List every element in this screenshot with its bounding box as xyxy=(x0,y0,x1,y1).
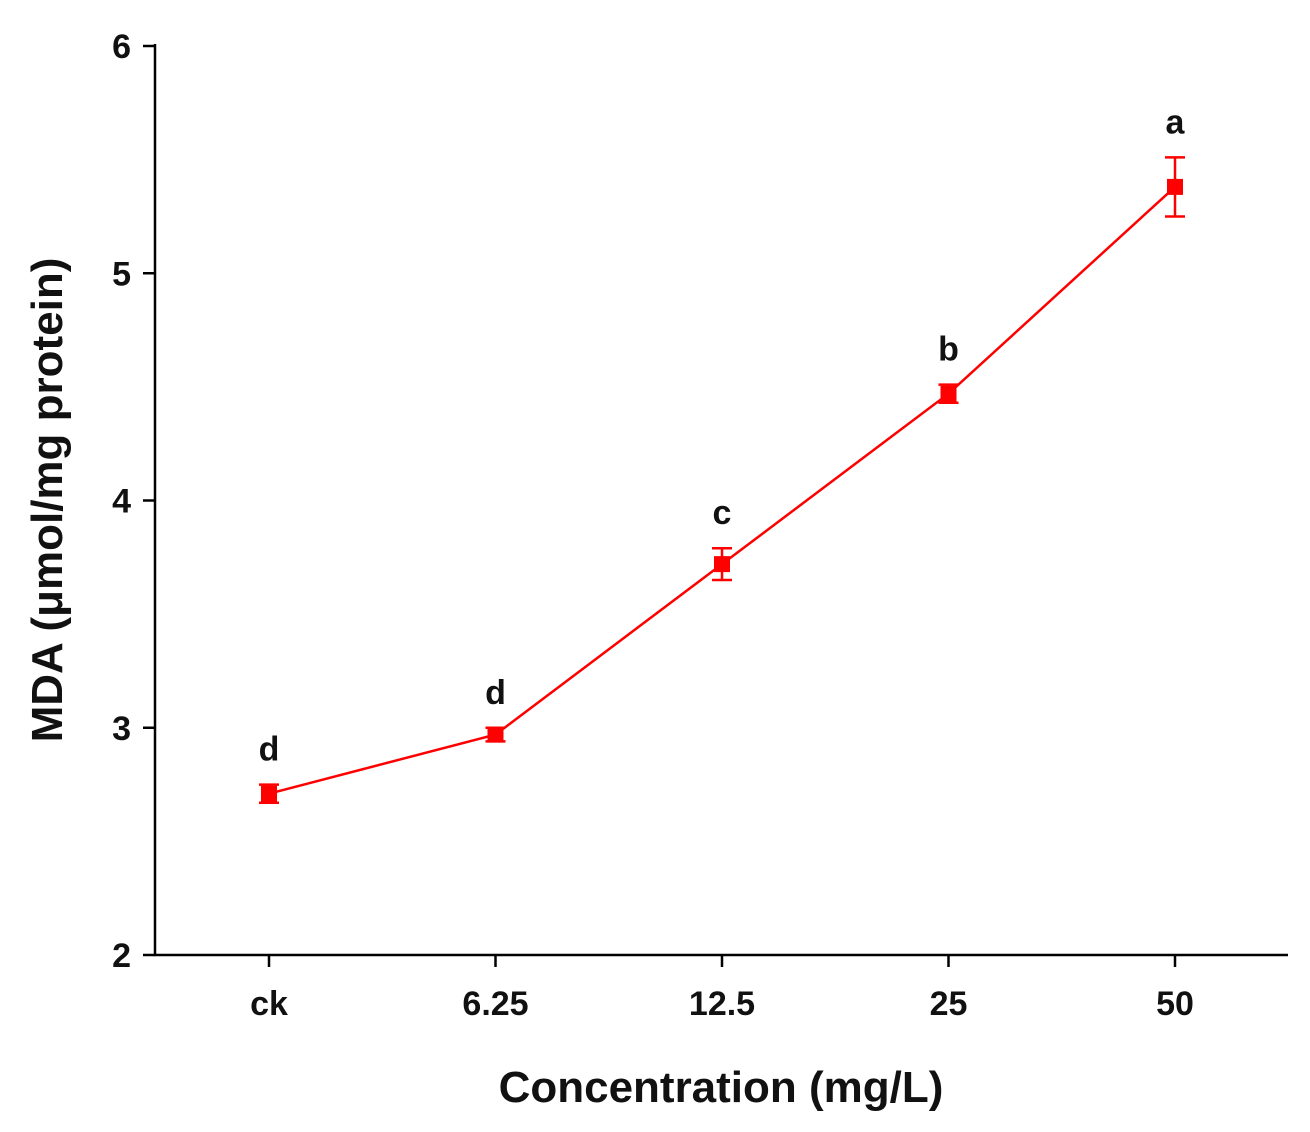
x-tick-label: 25 xyxy=(930,985,968,1023)
data-point xyxy=(714,556,730,573)
series-line xyxy=(268,185,1176,795)
data-point xyxy=(940,385,957,402)
series-layer: d d c b a xyxy=(259,103,1186,804)
data-point xyxy=(487,726,504,743)
y-tick-label: 5 xyxy=(112,255,131,293)
y-ticks: 2 3 4 5 6 xyxy=(112,28,155,975)
x-tick-label: 6.25 xyxy=(462,985,528,1023)
y-tick-label: 6 xyxy=(112,28,131,66)
data-point xyxy=(1167,178,1183,195)
y-axis-title: MDA (μmol/mg protein) xyxy=(23,258,72,743)
x-tick-label: ck xyxy=(250,985,288,1023)
significance-label: a xyxy=(1166,103,1186,141)
x-axis-title: Concentration (mg/L) xyxy=(499,1063,944,1112)
x-tick-label: 12.5 xyxy=(689,985,755,1023)
x-tick-label: 50 xyxy=(1156,985,1194,1023)
x-ticks: ck 6.25 12.5 25 50 xyxy=(250,955,1194,1023)
y-tick-label: 4 xyxy=(112,483,131,521)
data-point xyxy=(261,785,277,802)
y-tick-label: 3 xyxy=(112,710,131,748)
significance-label: c xyxy=(713,494,732,532)
y-tick-label: 2 xyxy=(112,937,131,975)
significance-label: d xyxy=(485,674,506,712)
significance-label: d xyxy=(259,731,280,769)
significance-label: b xyxy=(938,331,959,369)
